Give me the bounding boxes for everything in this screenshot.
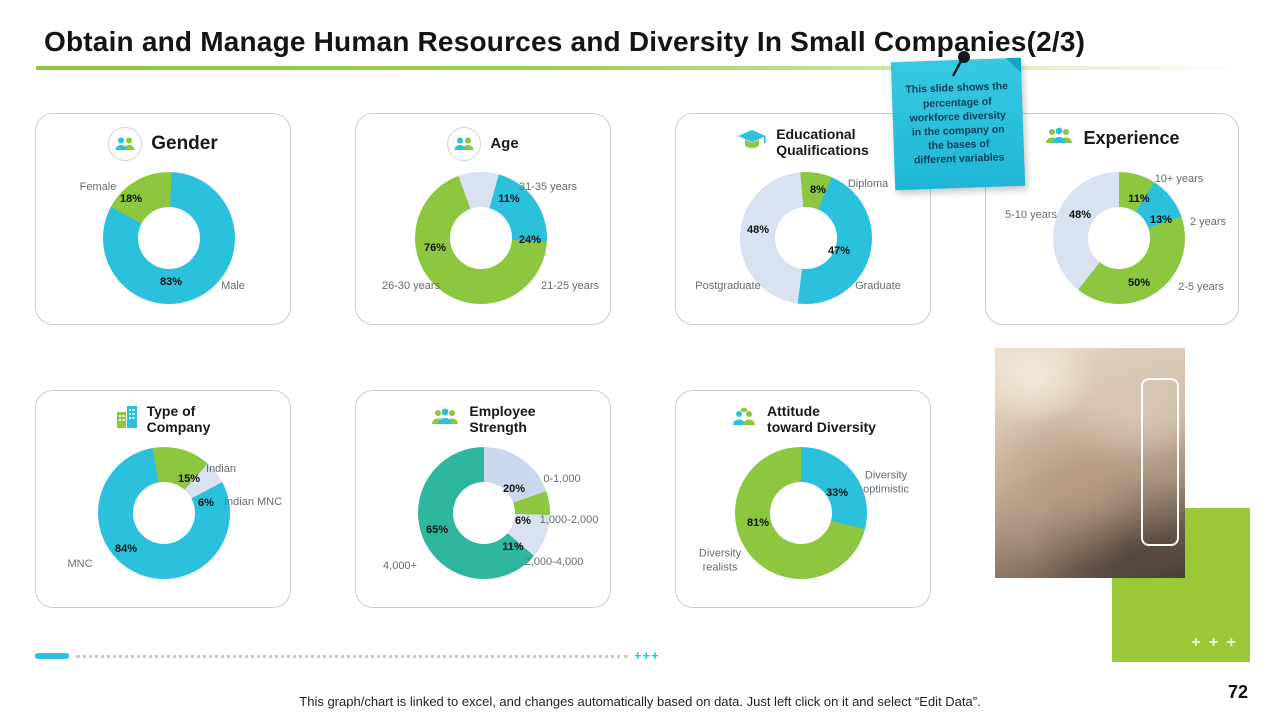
chart-title: Age xyxy=(490,134,519,152)
donut-chart-experience[interactable] xyxy=(1053,172,1185,304)
segment-label: Female xyxy=(79,181,117,193)
title-underline xyxy=(36,66,1244,70)
chart-title: Educational Qualifications xyxy=(776,126,869,158)
donut-hole xyxy=(133,482,195,544)
gender-people-icon xyxy=(108,127,143,161)
donut-hole xyxy=(1088,207,1150,269)
percent-label: 47% xyxy=(827,245,851,257)
card-header: Educational Qualifications xyxy=(676,126,930,158)
segment-label: Diploma xyxy=(847,178,889,190)
percent-label: 83% xyxy=(159,276,183,288)
dotted-divider xyxy=(76,655,628,658)
chart-card-experience: Experience 11% 13% 50% 48% 10+ years 2 y… xyxy=(985,113,1239,325)
donut-chart-educational-qualifications[interactable] xyxy=(740,172,872,304)
percent-label: 15% xyxy=(177,473,201,485)
percent-label: 50% xyxy=(1127,277,1151,289)
card-header: Employee Strength xyxy=(356,403,610,435)
footer-note: This graph/chart is linked to excel, and… xyxy=(299,694,981,709)
percent-label: 13% xyxy=(1149,214,1173,226)
segment-label: 0-1,000 xyxy=(543,473,581,485)
building-icon xyxy=(116,405,138,434)
segment-label: 10+ years xyxy=(1154,173,1204,185)
card-header: Attitude toward Diversity xyxy=(676,403,930,435)
chart-card-attitude-toward-diversity: Attitude toward Diversity 33% 81% Divers… xyxy=(675,390,931,608)
chart-title: Employee Strength xyxy=(469,403,536,435)
percent-label: 6% xyxy=(515,515,531,527)
segment-label: 21-25 years xyxy=(540,280,600,292)
card-header: Experience xyxy=(986,127,1238,150)
percent-label: 81% xyxy=(746,517,770,529)
segment-label: 2 years xyxy=(1189,216,1227,228)
pin-icon xyxy=(951,51,970,77)
page-title: Obtain and Manage Human Resources and Di… xyxy=(44,26,1086,57)
photo-frame-decoration xyxy=(1141,377,1180,546)
donut-chart-type-of-company[interactable] xyxy=(98,447,230,579)
segment-label: 4,000+ xyxy=(383,560,417,572)
percent-label: 8% xyxy=(810,184,826,196)
segment-label: Indian MNC xyxy=(223,496,283,508)
percent-label: 18% xyxy=(119,193,143,205)
cyan-divider-cap xyxy=(35,653,69,659)
sticky-note-fold xyxy=(1005,57,1022,74)
segment-label: MNC xyxy=(67,558,93,570)
age-people-icon xyxy=(447,127,482,161)
donut-hole xyxy=(450,207,512,269)
percent-label: 84% xyxy=(114,543,138,555)
chart-card-educational-qualifications: Educational Qualifications 8% 47% 48% Di… xyxy=(675,113,931,325)
segment-label: 2-5 years xyxy=(1178,281,1224,293)
chart-title: Type of Company xyxy=(146,403,211,435)
experience-people-icon xyxy=(1044,127,1074,150)
segment-label: Diversity optimistic xyxy=(863,469,909,495)
segment-label: Indian xyxy=(206,463,236,475)
segment-label: 5-10 years xyxy=(1005,209,1057,221)
segment-label: Male xyxy=(221,280,245,292)
team-photo xyxy=(995,348,1185,578)
percent-label: 33% xyxy=(825,487,849,499)
chart-card-employee-strength: Employee Strength 20% 6% 11% 65% 0-1,000… xyxy=(355,390,611,608)
percent-label: 65% xyxy=(425,524,449,536)
percent-label: 48% xyxy=(1068,209,1092,221)
donut-hole xyxy=(775,207,837,269)
donut-chart-gender[interactable] xyxy=(103,172,235,304)
percent-label: 20% xyxy=(502,483,526,495)
donut-hole xyxy=(770,482,832,544)
employee-group-icon xyxy=(430,408,460,431)
donut-hole xyxy=(138,207,200,269)
donut-chart-attitude-toward-diversity[interactable] xyxy=(735,447,867,579)
percent-label: 11% xyxy=(502,541,524,553)
percent-label: 6% xyxy=(198,497,214,509)
percent-label: 11% xyxy=(498,193,520,205)
plus-marks-cyan: +++ xyxy=(634,648,660,663)
chart-title: Attitude toward Diversity xyxy=(767,403,876,435)
percent-label: 76% xyxy=(423,242,447,254)
donut-hole xyxy=(453,482,515,544)
segment-label: 2,000-4,000 xyxy=(524,556,584,568)
segment-label: Postgraduate xyxy=(695,280,761,292)
chart-card-gender: Gender 18% 83% Female Male xyxy=(35,113,291,325)
card-header: Gender xyxy=(36,127,290,161)
percent-label: 11% xyxy=(1128,193,1150,205)
donut-chart-age[interactable] xyxy=(415,172,547,304)
segment-label: 26-30 years xyxy=(381,280,441,292)
plus-marks: + + + xyxy=(1191,634,1238,651)
segment-label: 1,000-2,000 xyxy=(539,514,599,526)
sticky-note-text: This slide shows the percentage of workf… xyxy=(905,80,1009,167)
page-number: 72 xyxy=(1227,682,1248,702)
diversity-people-icon xyxy=(730,407,758,432)
segment-label: Diversity realists xyxy=(698,547,742,573)
card-header: Age xyxy=(356,127,610,161)
segment-label: 31-35 years xyxy=(518,181,578,193)
chart-card-type-of-company: Type of Company 15% 6% 84% Indian Indian… xyxy=(35,390,291,608)
graduation-cap-icon xyxy=(737,128,767,157)
chart-title: Gender xyxy=(151,133,218,155)
chart-card-age: Age 11% 24% 76% 31-35 years 21-25 years … xyxy=(355,113,611,325)
card-header: Type of Company xyxy=(36,403,290,435)
percent-label: 48% xyxy=(746,224,770,236)
donut-chart-employee-strength[interactable] xyxy=(418,447,550,579)
segment-label: Graduate xyxy=(855,280,901,292)
chart-title: Experience xyxy=(1083,128,1180,149)
percent-label: 24% xyxy=(518,234,542,246)
